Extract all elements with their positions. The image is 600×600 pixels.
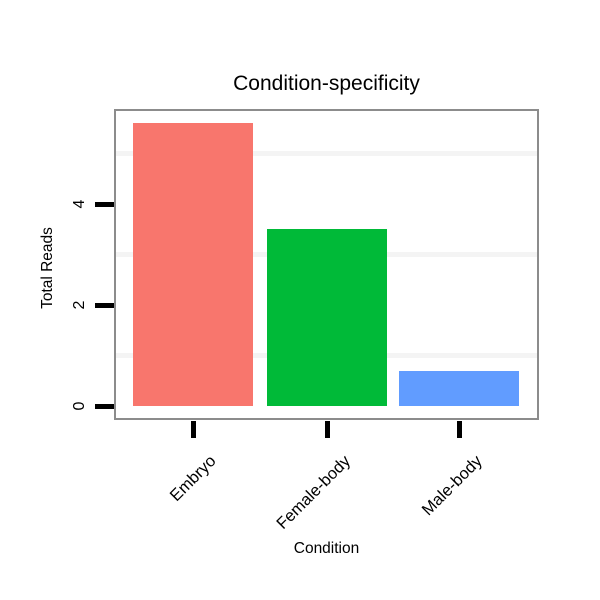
y-axis-title: Total Reads (39, 227, 56, 309)
x-axis-title: Condition (293, 540, 360, 557)
y-tick-label: 4 (71, 199, 88, 209)
chart-title: Condition-specificity (233, 72, 420, 95)
bar-male-body (399, 370, 519, 406)
y-axis-tick (95, 302, 114, 308)
y-axis-tick (95, 403, 114, 409)
bar-embryo (133, 123, 253, 406)
y-axis-tick (95, 201, 114, 207)
bar-female-body (267, 229, 387, 406)
x-axis-tick (324, 421, 330, 438)
x-category-label: Embryo (166, 452, 220, 505)
plot-panel (114, 109, 539, 420)
x-category-label: Female-body (272, 452, 354, 533)
y-tick-label: 0 (71, 401, 88, 411)
x-category-label: Male-body (418, 452, 486, 520)
y-tick-label: 2 (71, 300, 88, 310)
x-axis-tick (190, 421, 196, 438)
x-axis-tick (456, 421, 462, 438)
minor-gridline (116, 151, 537, 156)
